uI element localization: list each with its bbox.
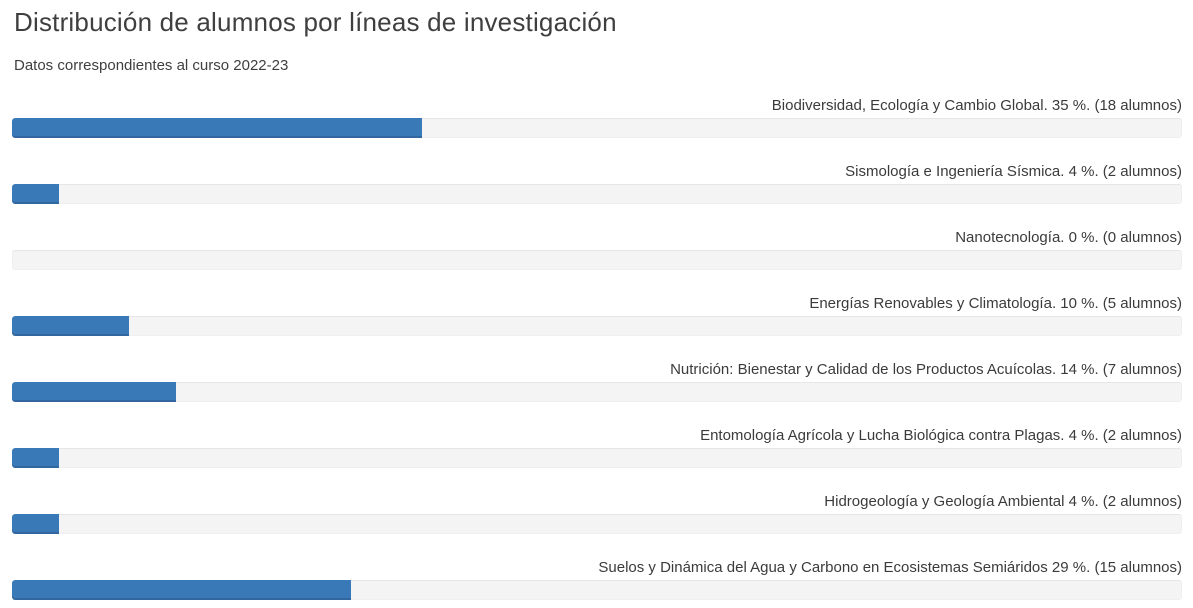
bar-label: Nanotecnología. 0 %. (0 alumnos) bbox=[955, 229, 1182, 246]
bar-fill bbox=[12, 316, 129, 336]
bar-label: Entomología Agrícola y Lucha Biológica c… bbox=[700, 427, 1182, 444]
bar-track[interactable] bbox=[12, 118, 1182, 138]
bar-label: Sismología e Ingeniería Sísmica. 4 %. (2… bbox=[845, 163, 1182, 180]
bar-track[interactable] bbox=[12, 184, 1182, 204]
bar-label: Suelos y Dinámica del Agua y Carbono en … bbox=[598, 559, 1182, 576]
bar-track[interactable] bbox=[12, 316, 1182, 336]
bar-row: Sismología e Ingeniería Sísmica. 4 %. (2… bbox=[12, 162, 1182, 204]
bar-row: Suelos y Dinámica del Agua y Carbono en … bbox=[12, 558, 1182, 600]
bar-fill bbox=[12, 448, 59, 468]
bar-fill bbox=[12, 580, 352, 600]
bar-label: Nutrición: Bienestar y Calidad de los Pr… bbox=[670, 361, 1182, 378]
bar-track[interactable] bbox=[12, 250, 1182, 270]
bar-row: Energías Renovables y Climatología. 10 %… bbox=[12, 294, 1182, 336]
bar-track[interactable] bbox=[12, 580, 1182, 600]
bar-fill bbox=[12, 184, 59, 204]
bar-label: Energías Renovables y Climatología. 10 %… bbox=[809, 295, 1182, 312]
bar-row: Nanotecnología. 0 %. (0 alumnos) bbox=[12, 228, 1182, 270]
bar-row: Hidrogeología y Geología Ambiental 4 %. … bbox=[12, 492, 1182, 534]
bar-fill bbox=[12, 118, 422, 138]
bar-row: Entomología Agrícola y Lucha Biológica c… bbox=[12, 426, 1182, 468]
chart-title: Distribución de alumnos por líneas de in… bbox=[14, 7, 617, 37]
bar-label: Biodiversidad, Ecología y Cambio Global.… bbox=[771, 97, 1182, 114]
chart-subtitle: Datos correspondientes al curso 2022-23 bbox=[14, 57, 289, 74]
bar-row: Nutrición: Bienestar y Calidad de los Pr… bbox=[12, 360, 1182, 402]
bar-row: Biodiversidad, Ecología y Cambio Global.… bbox=[12, 96, 1182, 138]
bar-track[interactable] bbox=[12, 382, 1182, 402]
bars-area: Biodiversidad, Ecología y Cambio Global.… bbox=[12, 96, 1182, 600]
bar-fill bbox=[12, 382, 176, 402]
bar-label: Hidrogeología y Geología Ambiental 4 %. … bbox=[824, 493, 1182, 510]
bar-track[interactable] bbox=[12, 448, 1182, 468]
bar-fill bbox=[12, 514, 59, 534]
bar-track[interactable] bbox=[12, 514, 1182, 534]
